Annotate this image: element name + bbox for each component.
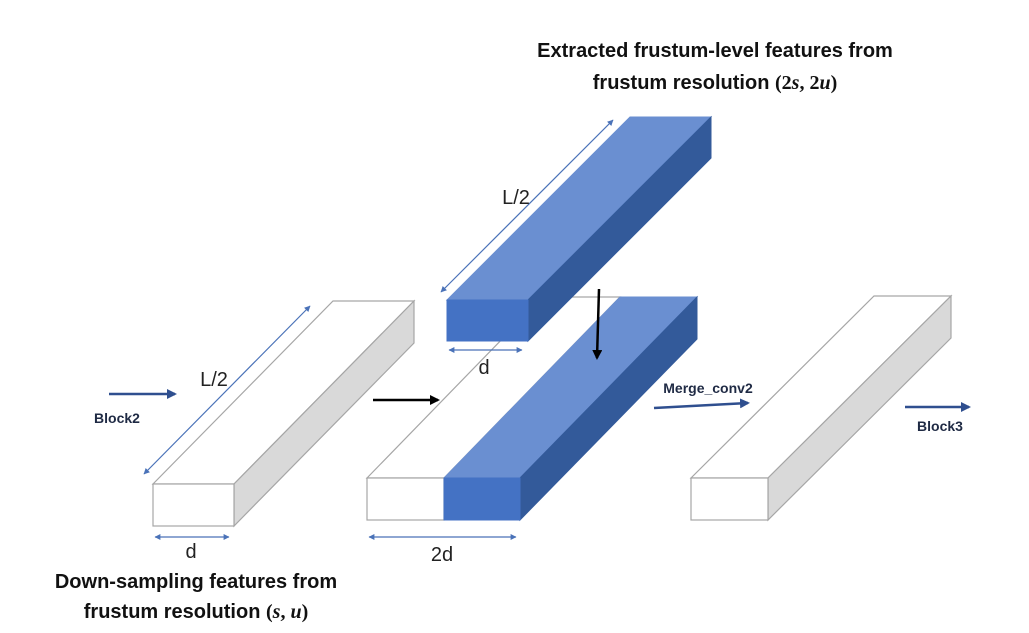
block3-label: Block3 — [917, 418, 963, 434]
top-length-dimension-arrow — [440, 119, 614, 293]
merged-feature-prism — [365, 295, 699, 522]
merged-width-label: 2d — [431, 544, 453, 566]
concat-down-arrow — [592, 288, 603, 360]
left-prism-front-face — [152, 483, 235, 527]
merged-prism-white-front-face — [366, 477, 445, 521]
right-output-prism — [689, 294, 953, 522]
merged-prism-blue-front-face — [443, 477, 521, 521]
top-length-label: L/2 — [502, 187, 530, 209]
left-length-dimension-arrow — [143, 305, 311, 475]
merge-conv2-arrow — [653, 398, 750, 410]
bottom-title-line2: frustum resolution (s, u) — [84, 601, 309, 623]
block2-label: Block2 — [94, 410, 140, 426]
right-prism-front-face — [690, 477, 769, 521]
bottom-title-line1: Down-sampling features from — [55, 571, 337, 593]
top-title-line2: frustum resolution (2s, 2u) — [593, 72, 838, 94]
top-prism-front-face — [446, 299, 529, 342]
top-width-label: d — [478, 357, 489, 379]
left-length-label: L/2 — [200, 369, 228, 391]
left-width-label: d — [185, 541, 196, 563]
top-title-line1: Extracted frustum-level features from — [537, 40, 893, 62]
merge-conv2-label: Merge_conv2 — [663, 380, 753, 396]
